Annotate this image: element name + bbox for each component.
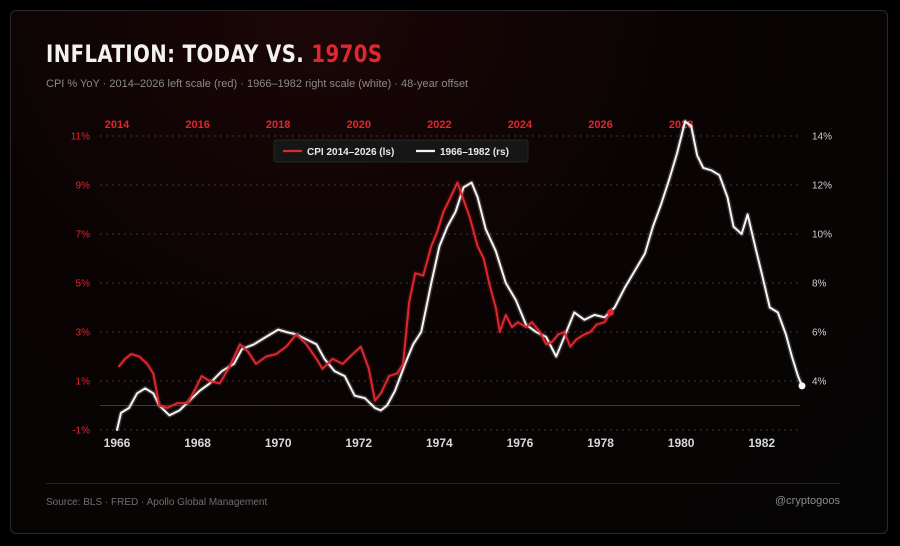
series-endpoint bbox=[607, 308, 615, 316]
top-tick-label: 2026 bbox=[588, 119, 612, 131]
left-tick-label: 9% bbox=[76, 181, 91, 192]
legend: CPI 2014–2026 (ls) 1966–1982 (rs) bbox=[273, 139, 529, 163]
right-tick-label: 12% bbox=[812, 181, 832, 192]
top-tick-label: 2024 bbox=[508, 119, 533, 131]
series-layer bbox=[114, 118, 806, 431]
right-y-axis: 14% 12% 10% 8% 6% 4% bbox=[812, 132, 832, 388]
series-cpi-2014-2026 bbox=[117, 180, 615, 411]
left-tick-label: 5% bbox=[76, 279, 91, 290]
series-line bbox=[116, 120, 803, 431]
left-tick-label: 3% bbox=[76, 328, 91, 339]
source-note: Source: BLS · FRED · Apollo Global Manag… bbox=[46, 497, 268, 508]
gridlines bbox=[100, 135, 800, 431]
left-tick-label: 7% bbox=[76, 230, 91, 241]
bottom-tick-label: 1976 bbox=[507, 436, 534, 450]
bottom-x-axis: 1966 1968 1970 1972 1974 1976 1978 1980 1982 bbox=[104, 436, 776, 450]
right-tick-label: 14% bbox=[812, 132, 832, 143]
bottom-tick-label: 1966 bbox=[104, 436, 131, 450]
legend-label-red: CPI 2014–2026 (ls) bbox=[307, 147, 394, 158]
series-line bbox=[118, 181, 612, 409]
bottom-tick-label: 1974 bbox=[426, 436, 453, 450]
series-glow bbox=[117, 180, 613, 411]
series-1966-1982 bbox=[114, 118, 806, 431]
top-tick-label: 2022 bbox=[427, 119, 451, 131]
top-x-axis: 2014 2016 2018 2020 2022 2024 2026 2028 bbox=[105, 119, 694, 131]
bottom-tick-label: 1968 bbox=[184, 436, 211, 450]
right-tick-label: 6% bbox=[812, 328, 827, 339]
left-tick-label: 1% bbox=[76, 377, 91, 388]
bottom-tick-label: 1982 bbox=[748, 436, 775, 450]
left-tick-label: -1% bbox=[72, 426, 90, 437]
legend-label-white: 1966–1982 (rs) bbox=[440, 147, 509, 158]
bottom-tick-label: 1972 bbox=[345, 436, 372, 450]
top-tick-label: 2020 bbox=[347, 119, 371, 131]
bottom-tick-label: 1980 bbox=[668, 436, 695, 450]
chart-subtitle: CPI % YoY · 2014–2026 left scale (red) ·… bbox=[46, 78, 469, 90]
left-y-axis: 11% 9% 7% 5% 3% 1% -1% bbox=[71, 132, 90, 437]
top-tick-label: 2018 bbox=[266, 119, 290, 131]
series-endpoint bbox=[798, 382, 806, 390]
top-tick-label: 2014 bbox=[105, 119, 130, 131]
title-main: INFLATION: TODAY VS. bbox=[46, 40, 312, 68]
bottom-tick-label: 1970 bbox=[265, 436, 292, 450]
right-tick-label: 10% bbox=[812, 230, 832, 241]
title-accent: 1970S bbox=[311, 40, 383, 68]
top-tick-label: 2016 bbox=[185, 119, 209, 131]
bottom-tick-label: 1978 bbox=[587, 436, 614, 450]
legend-box bbox=[273, 139, 529, 163]
footer-divider bbox=[46, 483, 840, 484]
right-tick-label: 4% bbox=[812, 377, 827, 388]
author-handle: @cryptogoos bbox=[775, 495, 840, 507]
chart-card bbox=[10, 10, 888, 534]
left-tick-label: 11% bbox=[71, 132, 90, 143]
right-tick-label: 8% bbox=[812, 279, 827, 290]
chart-title: INFLATION: TODAY VS. 1970S bbox=[46, 40, 382, 68]
